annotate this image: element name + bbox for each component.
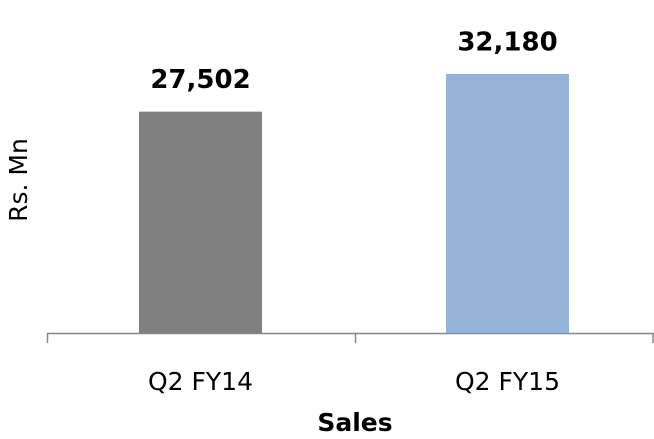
x-axis-title: Sales	[317, 408, 392, 437]
bar	[139, 111, 262, 333]
x-tick-label: Q2 FY15	[455, 367, 560, 396]
bar	[446, 74, 569, 333]
x-tick-label: Q2 FY14	[148, 367, 253, 396]
value-label: 32,180	[457, 28, 557, 58]
y-axis-title: Rs. Mn	[4, 138, 33, 222]
value-label: 27,502	[150, 65, 250, 95]
